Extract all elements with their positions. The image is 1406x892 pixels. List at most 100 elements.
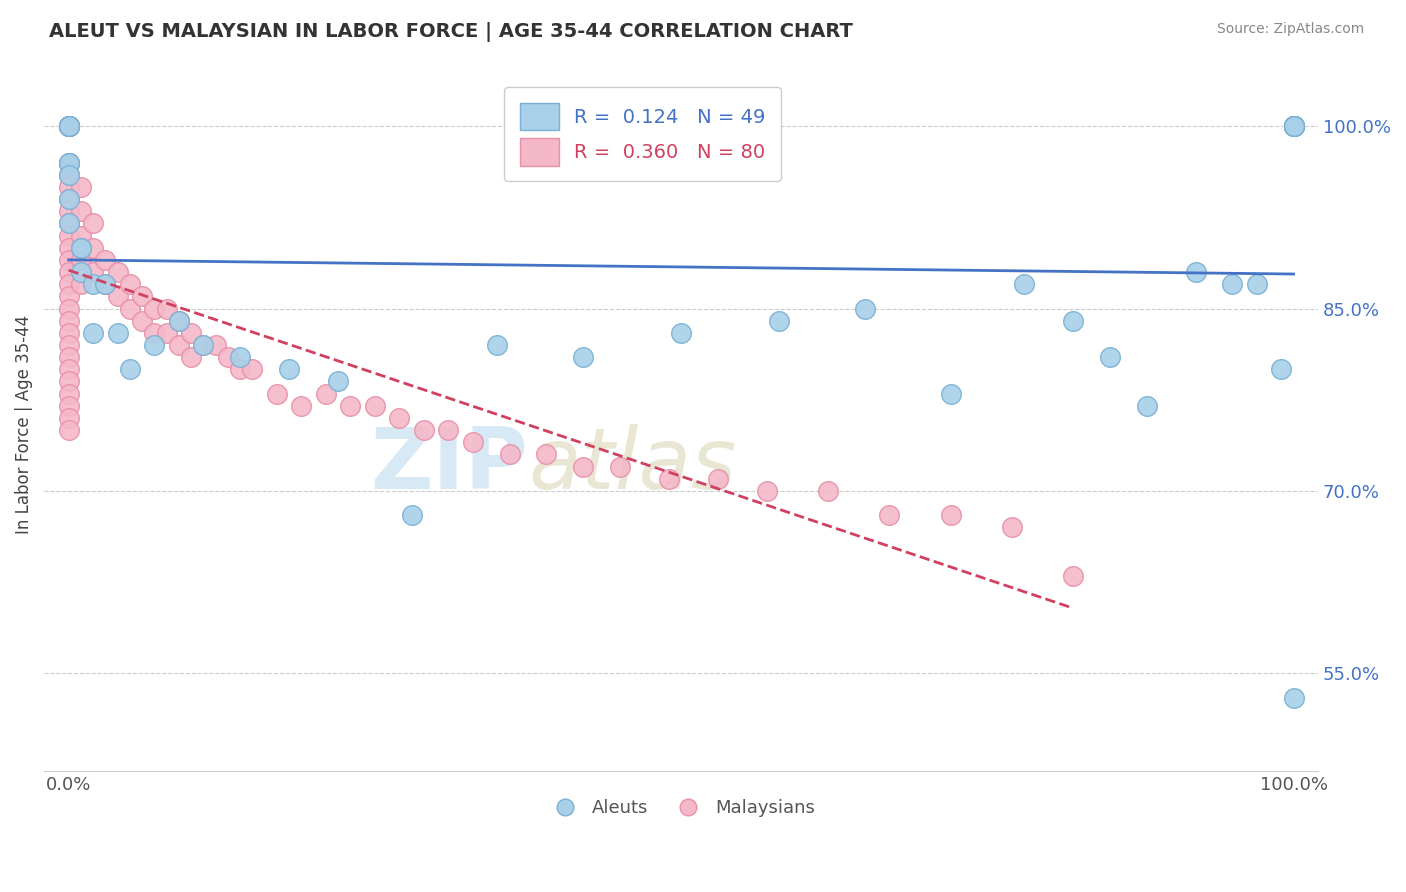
Point [572,459,595,474]
Point [572,350,595,364]
Point [58,314,80,328]
Point [82,241,104,255]
Point [1246,277,1268,292]
Point [70,241,93,255]
Point [609,459,631,474]
Point [58,326,80,340]
Point [1282,119,1305,133]
Point [229,350,252,364]
Point [94,277,117,292]
Point [768,314,790,328]
Point [1282,119,1305,133]
Text: ALEUT VS MALAYSIAN IN LABOR FORCE | AGE 35-44 CORRELATION CHART: ALEUT VS MALAYSIAN IN LABOR FORCE | AGE … [49,22,853,42]
Point [1001,520,1024,534]
Point [755,483,778,498]
Point [58,119,80,133]
Point [58,289,80,303]
Point [58,423,80,437]
Point [58,192,80,206]
Point [486,338,509,352]
Point [658,472,681,486]
Point [107,265,129,279]
Point [70,228,93,243]
Point [290,399,312,413]
Point [669,326,692,340]
Point [107,326,129,340]
Point [58,168,80,182]
Point [217,350,239,364]
Point [58,375,80,389]
Point [58,386,80,401]
Text: ZIP: ZIP [371,425,529,508]
Point [229,362,252,376]
Point [853,301,876,316]
Point [1184,265,1206,279]
Point [939,386,962,401]
Point [82,265,104,279]
Point [107,289,129,303]
Point [58,155,80,169]
Point [58,192,80,206]
Point [82,326,104,340]
Point [58,155,80,169]
Point [1222,277,1244,292]
Point [70,252,93,267]
Point [536,447,558,461]
Point [156,301,179,316]
Point [1282,119,1305,133]
Point [94,277,117,292]
Point [1282,119,1305,133]
Point [339,399,361,413]
Point [58,119,80,133]
Point [58,119,80,133]
Point [401,508,423,523]
Point [156,326,179,340]
Point [364,399,387,413]
Point [180,326,202,340]
Point [82,216,104,230]
Point [412,423,434,437]
Point [70,241,93,255]
Point [118,301,141,316]
Legend: Aleuts, Malaysians: Aleuts, Malaysians [540,791,823,824]
Point [58,155,80,169]
Point [1136,399,1159,413]
Point [193,338,215,352]
Point [58,119,80,133]
Point [817,483,839,498]
Point [167,314,190,328]
Point [131,314,153,328]
Point [143,326,166,340]
Point [58,362,80,376]
Point [58,399,80,413]
Point [1062,569,1084,583]
Point [118,277,141,292]
Point [70,204,93,219]
Point [118,362,141,376]
Point [58,228,80,243]
Point [1282,119,1305,133]
Point [1282,119,1305,133]
Point [94,252,117,267]
Point [58,411,80,425]
Point [58,119,80,133]
Point [58,338,80,352]
Point [58,168,80,182]
Point [167,314,190,328]
Point [131,289,153,303]
Point [1012,277,1035,292]
Point [58,119,80,133]
Point [70,180,93,194]
Text: Source: ZipAtlas.com: Source: ZipAtlas.com [1216,22,1364,37]
Point [326,375,349,389]
Point [70,277,93,292]
Point [58,265,80,279]
Point [143,338,166,352]
Point [58,155,80,169]
Point [58,241,80,255]
Point [82,277,104,292]
Point [58,277,80,292]
Point [58,119,80,133]
Point [461,435,484,450]
Point [204,338,226,352]
